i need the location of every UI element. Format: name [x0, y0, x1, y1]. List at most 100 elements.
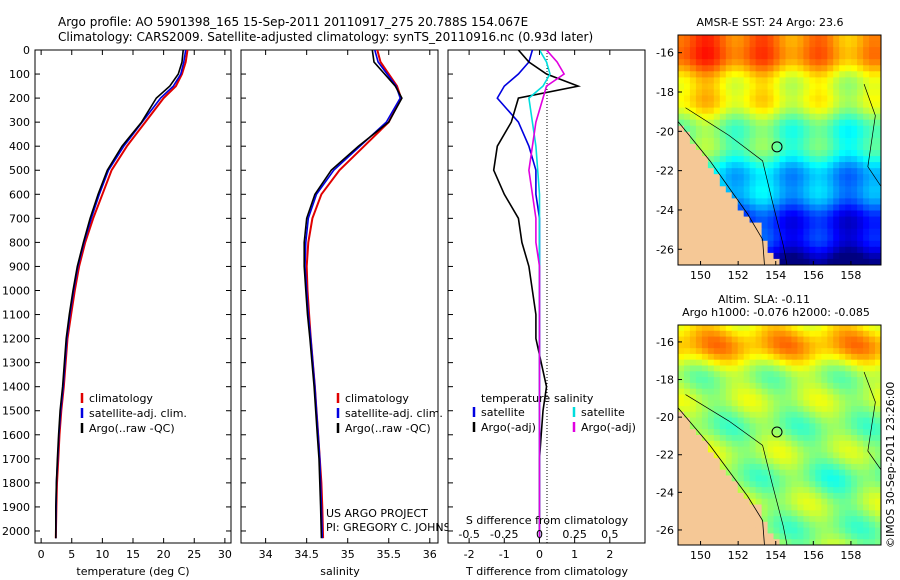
map-cell [869, 429, 876, 436]
map-cell [719, 359, 727, 367]
map-xtick-label: 158 [840, 269, 861, 282]
map-cell [833, 400, 840, 407]
map-cell [773, 198, 781, 206]
map-cell [689, 35, 697, 42]
map-cell [755, 382, 763, 390]
map-cell [695, 252, 703, 260]
map-cell [797, 240, 804, 248]
map-cell [779, 258, 787, 265]
map-cell [689, 77, 697, 85]
map-cell [779, 504, 787, 511]
map-cell [839, 406, 846, 413]
map-cell [767, 481, 775, 488]
map-cell [833, 47, 840, 54]
map-cell [857, 481, 864, 488]
map-cell [815, 125, 822, 133]
map-cell [707, 463, 715, 471]
map-cell [761, 162, 769, 169]
map-cell [743, 469, 751, 477]
map-cell [761, 469, 769, 477]
map-cell [845, 65, 852, 72]
map-cell [731, 417, 739, 424]
map-cell [833, 458, 840, 465]
map-cell [839, 53, 846, 60]
sla-map-title: Altim. SLA: -0.11 [718, 293, 810, 306]
map-cell [731, 406, 739, 413]
map-cell [689, 452, 697, 459]
map-cell [713, 137, 721, 145]
map-cell [761, 131, 769, 139]
map-cell [695, 423, 703, 430]
map-cell [749, 325, 757, 332]
map-cell [845, 162, 852, 169]
map-cell [773, 475, 781, 482]
map-cell [749, 65, 757, 72]
map-cell [713, 394, 721, 401]
map-cell [678, 498, 685, 506]
map-cell [755, 216, 763, 224]
map-cell [684, 113, 691, 121]
map-cell [851, 382, 858, 390]
map-cell [725, 359, 733, 367]
map-cell [684, 192, 691, 200]
map-cell [815, 521, 822, 529]
map-cell [779, 388, 787, 396]
map-cell [719, 475, 727, 482]
map-cell [815, 452, 822, 459]
map-cell [713, 475, 721, 482]
map-cell [821, 487, 828, 494]
map-cell [755, 240, 763, 248]
map-cell [684, 400, 691, 407]
map-cell [857, 89, 864, 97]
map-cell [791, 452, 798, 459]
map-cell [851, 180, 858, 187]
map-cell [678, 394, 685, 401]
map-cell [707, 365, 715, 372]
map-cell [719, 353, 727, 361]
map-cell [755, 365, 763, 372]
map-cell [827, 411, 834, 419]
map-cell [773, 119, 781, 127]
map-cell [779, 510, 787, 517]
map-cell [845, 53, 852, 60]
map-cell [719, 174, 727, 181]
map-cell [725, 113, 733, 121]
map-cell [755, 458, 763, 465]
map-cell [755, 95, 763, 103]
map-cell [743, 258, 751, 265]
map-cell [821, 65, 828, 72]
map-cell [719, 417, 727, 424]
map-cell [689, 481, 697, 488]
map-cell [833, 377, 840, 384]
map-cell [785, 417, 793, 424]
map-cell [875, 222, 881, 230]
map-cell [684, 521, 691, 529]
map-cell [767, 527, 775, 534]
map-cell [767, 417, 775, 424]
map-cell [779, 498, 787, 506]
map-cell [821, 498, 828, 506]
map-cell [827, 53, 834, 60]
map-cell [773, 162, 781, 169]
map-cell [785, 83, 793, 91]
map-cell [797, 119, 804, 127]
map-cell [731, 125, 739, 133]
map-cell [725, 125, 733, 133]
map-cell [684, 498, 691, 506]
map-cell [869, 521, 876, 529]
map-cell [809, 429, 816, 436]
map-cell [713, 47, 721, 54]
map-cell [695, 83, 703, 91]
map-cell [749, 41, 757, 48]
map-cell [719, 365, 727, 372]
map-cell [713, 411, 721, 419]
map-cell [833, 371, 840, 378]
map-cell [821, 411, 828, 419]
map-cell [743, 234, 751, 242]
map-cell [678, 388, 685, 396]
map-cell [869, 41, 876, 48]
map-cell [707, 533, 715, 540]
map-cell [833, 487, 840, 494]
map-cell [857, 192, 864, 200]
map-cell [767, 452, 775, 459]
